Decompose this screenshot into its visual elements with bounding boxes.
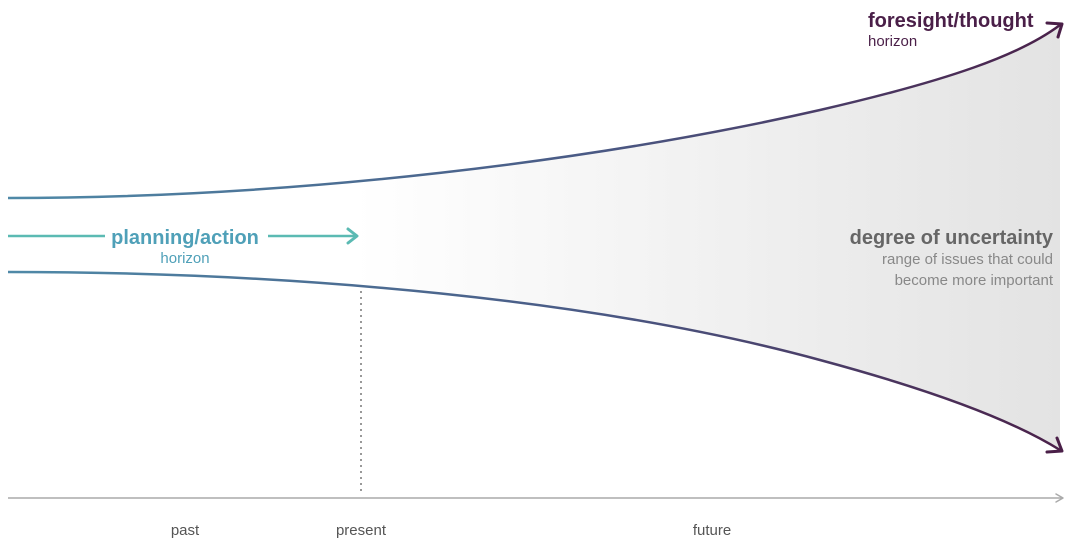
lower-boundary-curve — [7, 270, 1061, 452]
planning-arrow-head — [346, 227, 359, 245]
upper-arrow-head — [1045, 21, 1064, 39]
foresight-title: foresight/thought — [868, 10, 1034, 32]
axis-label-present: present — [336, 522, 387, 539]
axis-label-future: future — [693, 522, 731, 539]
upper-boundary-curve — [7, 23, 1061, 200]
lower-arrow-head — [1045, 436, 1064, 454]
axis-label-past: past — [171, 522, 200, 539]
time-axis-arrow-head — [1055, 493, 1064, 503]
uncertainty-line-1: range of issues that could — [882, 251, 1053, 268]
planning-title: planning/action — [111, 227, 259, 249]
uncertainty-title: degree of uncertainty — [850, 227, 1054, 249]
uncertainty-line-2: become more important — [895, 272, 1054, 289]
planning-subtitle: horizon — [160, 250, 209, 267]
foresight-subtitle: horizon — [868, 33, 917, 50]
uncertainty-cone — [8, 25, 1060, 450]
